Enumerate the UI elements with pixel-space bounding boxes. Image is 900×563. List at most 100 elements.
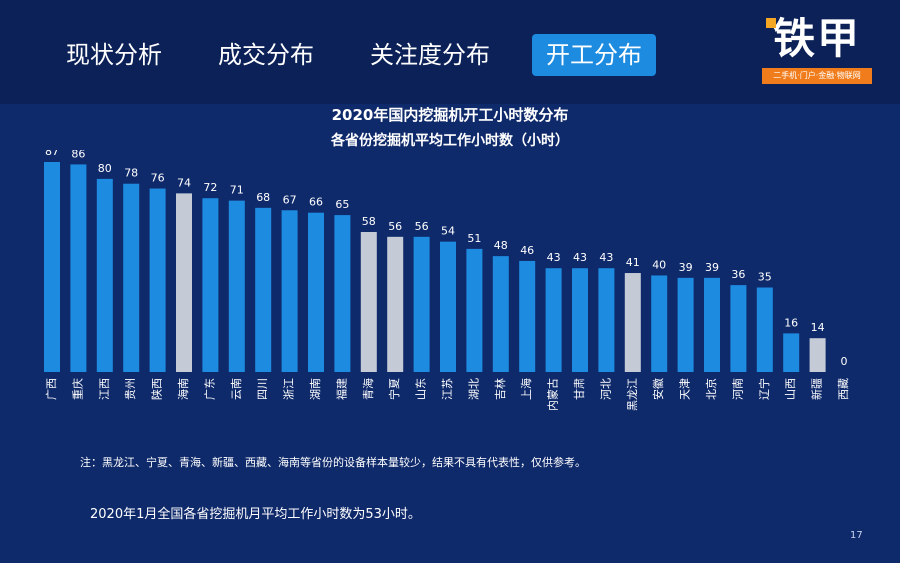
- tick-label-山东: 山东: [415, 378, 428, 400]
- bar-浙江: [281, 210, 298, 372]
- data-label-北京: 39: [705, 261, 719, 274]
- tick-label-河北: 河北: [599, 378, 612, 400]
- tab-deal-distribution[interactable]: 成交分布: [218, 41, 314, 69]
- tab-status-analysis[interactable]: 现状分析: [66, 41, 162, 69]
- bar-山西: [783, 333, 800, 372]
- data-label-宁夏: 56: [388, 220, 402, 233]
- tick-label-广东: 广东: [203, 378, 216, 400]
- tick-label-贵州: 贵州: [124, 378, 137, 400]
- bar-河北: [598, 268, 615, 372]
- bar-江西: [96, 178, 113, 372]
- data-label-云南: 71: [230, 184, 244, 197]
- data-label-四川: 68: [256, 191, 270, 204]
- data-label-陕西: 76: [151, 172, 165, 185]
- tick-label-陕西: 陕西: [150, 378, 164, 400]
- tick-label-江西: 江西: [98, 378, 111, 400]
- data-label-河南: 36: [731, 268, 745, 281]
- chart-subtitle: 各省份挖掘机平均工作小时数（小时）: [331, 133, 569, 149]
- tick-label-海南: 海南: [176, 378, 190, 400]
- tick-label-黑龙江: 黑龙江: [626, 378, 639, 411]
- tick-label-山西: 山西: [784, 378, 797, 400]
- data-label-辽宁: 35: [758, 271, 772, 284]
- tick-label-重庆: 重庆: [70, 378, 84, 400]
- bar-四川: [255, 207, 272, 372]
- data-label-河北: 43: [599, 251, 613, 264]
- tick-label-广西: 广西: [45, 378, 58, 400]
- tick-label-宁夏: 宁夏: [387, 378, 401, 400]
- bar-河南: [730, 285, 747, 372]
- data-label-湖北: 51: [467, 232, 481, 245]
- data-label-山东: 56: [415, 220, 429, 233]
- summary-text: 2020年1月全国各省挖掘机月平均工作小时数为53小时。: [90, 507, 421, 522]
- tick-label-四川: 四川: [256, 378, 269, 400]
- data-label-青海: 58: [362, 215, 376, 228]
- bar-辽宁: [756, 287, 773, 372]
- data-label-浙江: 67: [283, 193, 297, 206]
- bar-广东: [202, 198, 219, 372]
- tick-label-天津: 天津: [679, 378, 692, 400]
- tick-label-安徽: 安徽: [651, 378, 665, 400]
- brand-logo: 铁甲 二手机·门户·金融·物联网: [762, 14, 872, 86]
- data-label-吉林: 48: [494, 239, 508, 252]
- tick-label-内蒙古: 内蒙古: [546, 378, 560, 411]
- tab-bar: 现状分析 成交分布 关注度分布 开工分布: [52, 34, 684, 78]
- bar-安徽: [651, 275, 668, 372]
- bar-chart: 87 广西 86 重庆 80 江西 78 贵州 76 陕西 74 海南 72 广东 71 云南 68 四川 67 浙江…: [44, 150, 850, 411]
- data-label-天津: 39: [679, 261, 693, 274]
- data-label-广东: 72: [203, 181, 217, 194]
- bar-天津: [677, 277, 694, 372]
- tick-label-河南: 河南: [731, 378, 744, 400]
- tick-label-青海: 青海: [361, 378, 375, 400]
- tick-label-福建: 福建: [334, 378, 348, 400]
- bar-云南: [228, 200, 245, 372]
- bar-江苏: [440, 241, 456, 372]
- data-label-内蒙古: 43: [547, 251, 561, 264]
- bar-上海: [519, 260, 536, 372]
- page-number: 17: [850, 530, 863, 541]
- data-label-广西: 87: [45, 150, 59, 158]
- bar-重庆: [70, 164, 87, 372]
- data-label-新疆: 14: [811, 321, 825, 334]
- data-label-海南: 74: [177, 176, 191, 189]
- data-label-安徽: 40: [652, 258, 666, 271]
- bar-福建: [334, 215, 351, 372]
- data-label-甘肃: 43: [573, 251, 587, 264]
- tick-label-上海: 上海: [519, 378, 533, 400]
- chart-title: 2020年国内挖掘机开工小时数分布: [331, 106, 569, 124]
- tick-label-西藏: 西藏: [837, 378, 850, 400]
- tick-label-江苏: 江苏: [441, 378, 454, 400]
- bar-陕西: [149, 188, 166, 372]
- logo-slogan: 二手机·门户·金融·物联网: [762, 68, 872, 84]
- data-label-江苏: 54: [441, 225, 455, 238]
- bar-湖南: [308, 212, 324, 372]
- bar-内蒙古: [545, 268, 562, 372]
- tick-label-新疆: 新疆: [810, 378, 824, 400]
- tick-label-辽宁: 辽宁: [757, 378, 771, 400]
- tick-label-湖北: 湖北: [467, 378, 480, 400]
- data-label-上海: 46: [520, 244, 534, 257]
- tab-attention-distribution[interactable]: 关注度分布: [370, 41, 490, 69]
- tick-label-吉林: 吉林: [493, 378, 507, 400]
- tick-label-甘肃: 甘肃: [573, 378, 586, 400]
- bar-青海: [360, 232, 377, 372]
- data-label-贵州: 78: [124, 167, 138, 180]
- bar-宁夏: [387, 236, 404, 372]
- bar-黑龙江: [624, 273, 641, 372]
- data-label-重庆: 86: [71, 150, 85, 160]
- top-bar: 现状分析 成交分布 关注度分布 开工分布 铁甲 二手机·门户·金融·物联网: [0, 0, 900, 104]
- bar-海南: [176, 193, 192, 372]
- tick-label-浙江: 浙江: [283, 378, 296, 400]
- tick-label-湖南: 湖南: [309, 378, 322, 400]
- bar-北京: [704, 277, 720, 372]
- tab-operation-distribution[interactable]: 开工分布: [532, 34, 656, 76]
- bar-山东: [413, 236, 430, 372]
- data-label-西藏: 0: [841, 355, 848, 368]
- bar-新疆: [809, 338, 826, 372]
- footnote: 注：黑龙江、宁夏、青海、新疆、西藏、海南等省份的设备样本量较少，结果不具有代表性…: [80, 456, 586, 469]
- logo-accent-mark: [766, 18, 776, 28]
- data-label-黑龙江: 41: [626, 256, 640, 269]
- logo-text: 铁甲: [772, 14, 861, 63]
- bar-吉林: [492, 256, 509, 372]
- bar-广西: [44, 162, 60, 372]
- data-label-江西: 80: [98, 162, 112, 175]
